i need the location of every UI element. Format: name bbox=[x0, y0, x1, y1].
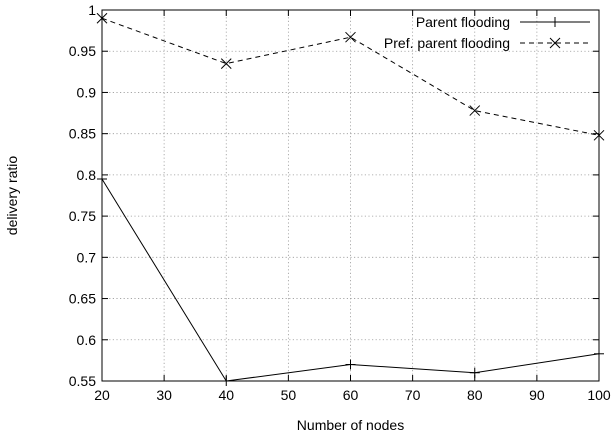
plot-frame bbox=[101, 9, 600, 382]
cross-marker bbox=[345, 31, 356, 43]
x-tick-label: 80 bbox=[467, 387, 483, 403]
x-tick-label: 100 bbox=[587, 387, 611, 403]
y-tick-label: 0.55 bbox=[69, 373, 96, 389]
x-tick-label: 20 bbox=[94, 387, 110, 403]
plus-marker bbox=[345, 359, 356, 370]
x-tick-label: 70 bbox=[405, 387, 421, 403]
axis-ticks bbox=[101, 9, 600, 382]
series-line bbox=[101, 17, 600, 136]
y-axis-title: delivery ratio bbox=[4, 156, 20, 236]
y-tick-label: 0.85 bbox=[69, 126, 96, 142]
cross-marker bbox=[469, 105, 481, 116]
x-tick-label: 90 bbox=[529, 387, 545, 403]
y-tick-label: 0.8 bbox=[77, 167, 97, 183]
y-tick-label: 0.65 bbox=[69, 291, 96, 307]
legend-label-parent-flooding: Parent flooding bbox=[416, 14, 510, 30]
cross-marker bbox=[549, 37, 561, 49]
x-tick-label: 40 bbox=[218, 387, 234, 403]
tick-labels: 20 30 40 50 60 70 80 90 100 0.55 0.6 0.65 0.7 0.75 0.8… bbox=[69, 2, 611, 403]
x-tick-label: 50 bbox=[281, 387, 297, 403]
y-tick-label: 0.7 bbox=[77, 249, 97, 265]
y-tick-label: 0.75 bbox=[69, 208, 96, 224]
legend-marker-plus bbox=[550, 17, 560, 27]
x-tick-label: 30 bbox=[156, 387, 172, 403]
y-tick-label: 0.95 bbox=[69, 43, 96, 59]
y-tick-label: 0.9 bbox=[77, 84, 97, 100]
data-series bbox=[96, 12, 605, 386]
legend-marker-cross bbox=[549, 37, 561, 49]
y-tick-label: 1 bbox=[88, 2, 96, 18]
y-tick-label: 0.6 bbox=[77, 332, 97, 348]
x-tick-label: 60 bbox=[343, 387, 359, 403]
legend-label-pref-parent-flooding: Pref. parent flooding bbox=[384, 35, 510, 51]
x-axis-title: Number of nodes bbox=[297, 417, 404, 433]
legend: Parent flooding Pref. parent flooding bbox=[384, 14, 590, 51]
plus-marker bbox=[550, 17, 560, 27]
plus-marker bbox=[469, 367, 480, 378]
grid-lines bbox=[102, 10, 599, 381]
cross-marker bbox=[220, 58, 232, 69]
